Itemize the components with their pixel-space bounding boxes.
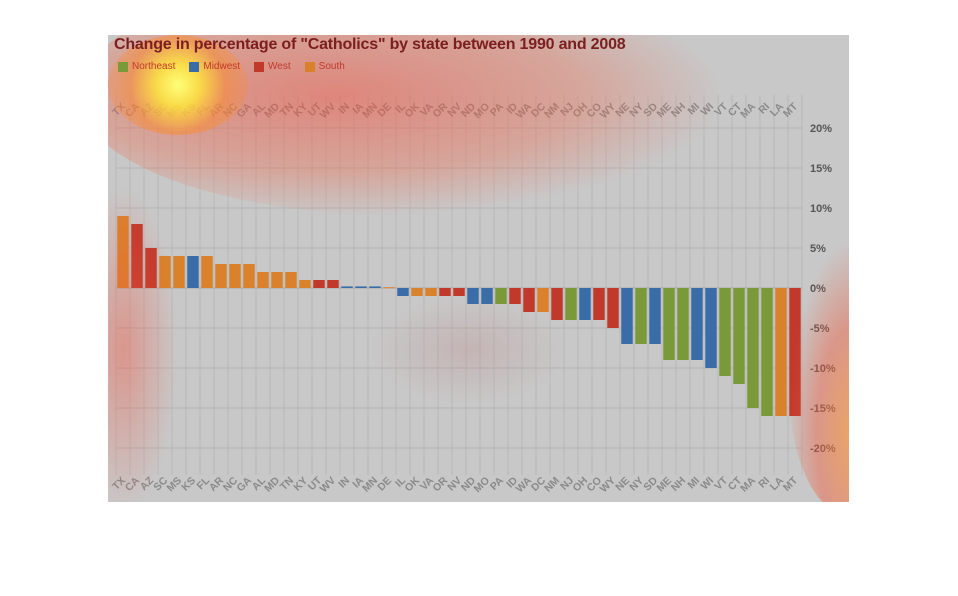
bottom-label-mt: MT [781, 474, 801, 494]
y-tick-label: 10% [810, 203, 832, 215]
bars-layer [117, 216, 801, 416]
legend-swatch-south [304, 61, 315, 72]
bar-nj [565, 288, 577, 320]
bar-id [509, 288, 521, 304]
bar-or [439, 288, 451, 296]
legend-item-south: South [304, 61, 345, 72]
legend-label-west: West [268, 61, 291, 72]
bar-nc [229, 264, 241, 288]
bar-pa [495, 288, 507, 304]
y-tick-label: -15% [810, 403, 836, 415]
bar-il [397, 288, 409, 296]
y-tick-labels: 20% 15% 10% 5% 0% -5% -10% -15% -20% [810, 123, 836, 455]
bar-la [775, 288, 787, 416]
bar-ok [411, 288, 423, 296]
top-category-labels: TXCAAZSCMSKSFLARNCGAALMDTNKYUTWVINIAMNDE… [110, 100, 800, 121]
y-tick-label: 0% [810, 283, 826, 295]
bar-mn [369, 286, 381, 288]
bottom-label-wv: WV [318, 475, 338, 495]
bar-vt [719, 288, 731, 376]
legend-item-northeast: Northeast [118, 61, 175, 72]
bar-mi [691, 288, 703, 360]
y-tick-label: 20% [810, 123, 832, 135]
bar-ga [243, 264, 255, 288]
bar-mo [481, 288, 493, 304]
y-tick-label: 15% [810, 163, 832, 175]
bar-az [145, 248, 157, 288]
bar-ne [621, 288, 633, 344]
bar-al [257, 272, 269, 288]
bar-nv [453, 288, 465, 296]
bar-ia [355, 286, 367, 288]
legend-swatch-northeast [118, 61, 128, 72]
chart-panel: TX CA AZ SC MS KS FL AR NC GA AL MD TN KY UT WV IN IA MN DE… [108, 35, 849, 502]
legend-swatch-west [254, 61, 265, 72]
bar-de [383, 287, 395, 289]
legend-label-south: South [318, 61, 345, 72]
bar-sc [159, 256, 171, 288]
bar-ct [733, 288, 745, 384]
bar-wy [607, 288, 619, 328]
bar-ut [313, 280, 325, 288]
y-tick-label: 5% [810, 243, 826, 255]
bar-dc [537, 288, 549, 312]
bottom-label-pa: PA [488, 474, 507, 493]
bar-nh [677, 288, 689, 360]
top-label-nh: NH [669, 101, 688, 120]
bottom-label-de: DE [375, 475, 394, 494]
bar-oh [579, 288, 591, 320]
legend-label-northeast: Northeast [132, 61, 176, 72]
bar-nm [551, 288, 563, 320]
bar-co [593, 288, 605, 320]
y-tick-label: -20% [810, 443, 836, 455]
bar-tx [117, 216, 129, 288]
legend-item-west: West [254, 61, 291, 72]
bar-ms [173, 256, 185, 288]
y-tick-label: -5% [810, 323, 830, 335]
bar-me [663, 288, 675, 360]
bar-sd [649, 288, 661, 344]
legend: Northeast Midwest West South [118, 61, 345, 72]
bar-md [271, 272, 283, 288]
top-label-pa: PA [488, 100, 507, 119]
bar-ca [131, 224, 143, 288]
legend-label-midwest: Midwest [203, 61, 241, 72]
y-tick-label: -10% [810, 363, 836, 375]
bar-fl [201, 256, 213, 288]
bar-nd [467, 288, 479, 304]
bar-chart: TXCAAZSCMSKSFLARNCGAALMDTNKYUTWVINIAMNDE… [110, 95, 836, 495]
bar-wi [705, 288, 717, 368]
bar-ks [187, 256, 199, 288]
chart-title: Change in percentage of "Catholics" by s… [114, 36, 626, 53]
bar-va [425, 288, 437, 296]
bar-ar [215, 264, 227, 288]
legend-item-midwest: Midwest [189, 61, 240, 72]
bar-ri [761, 288, 773, 416]
bottom-label-nh: NH [669, 475, 688, 494]
bottom-category-labels: TXCAAZSCMSKSFLARNCGAALMDTNKYUTWVINIAMNDE… [110, 474, 800, 495]
top-label-ma: MA [738, 100, 758, 120]
bar-wv [327, 280, 339, 288]
top-label-de: DE [375, 101, 394, 120]
bar-mt [789, 288, 801, 416]
legend-swatch-midwest [189, 61, 200, 72]
bar-ky [299, 280, 311, 288]
top-label-mt: MT [781, 100, 801, 120]
bar-ma [747, 288, 759, 408]
top-label-wv: WV [318, 101, 338, 121]
bar-tn [285, 272, 297, 288]
bar-wa [523, 288, 535, 312]
bar-in [341, 286, 353, 288]
bottom-label-ma: MA [738, 474, 758, 494]
bar-ny [635, 288, 647, 344]
